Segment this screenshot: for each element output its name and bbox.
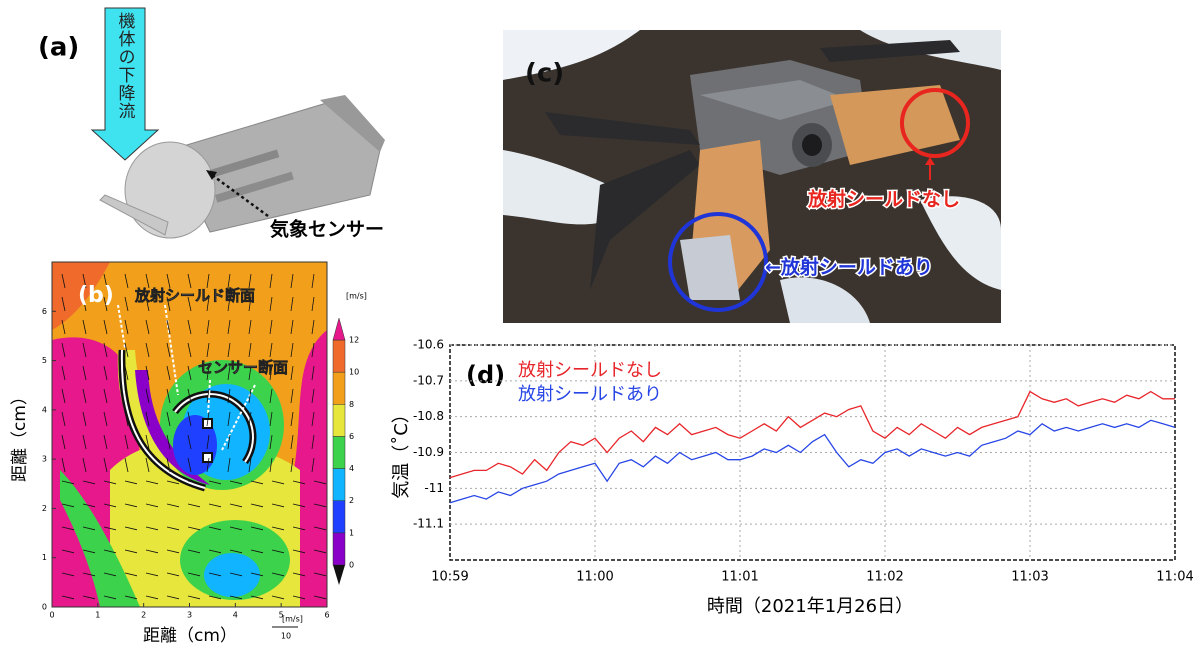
figure: (a) 気象センサー (b) 放射シールド断面 センサー断面 距離（cm） 距離… xyxy=(0,0,1197,646)
colorbar-label: [m/s] xyxy=(346,292,367,301)
annotation: 放射シールド断面 xyxy=(134,287,255,305)
x-tick-label: 11:04 xyxy=(1156,570,1193,585)
x-tick-label: 4 xyxy=(233,611,238,620)
photo-label: ←放射シールドあり xyxy=(765,256,933,279)
y-tick-label: -11 xyxy=(424,481,444,495)
y-axis-label: 距離（cm） xyxy=(10,388,30,482)
x-tick-label: 11:00 xyxy=(576,570,613,585)
y-tick-label: 5 xyxy=(42,356,47,365)
figure-canvas: (a) 気象センサー (b) 放射シールド断面 センサー断面 距離（cm） 距離… xyxy=(0,0,1197,646)
x-tick-label: 2 xyxy=(141,611,146,620)
colorbar-segment xyxy=(333,501,345,533)
y-axis-label: 気温（˚C） xyxy=(391,405,412,499)
panel-label: (c) xyxy=(525,59,564,89)
colorbar-under xyxy=(333,565,345,585)
colorbar-tick-label: 4 xyxy=(349,464,354,473)
photo-label: 放射シールドなし xyxy=(807,188,960,211)
colorbar-segment xyxy=(333,533,345,565)
colorbar-segment xyxy=(333,436,345,468)
colorbar-segment xyxy=(333,372,345,404)
colorbar-tick-label: 8 xyxy=(349,400,354,409)
colorbar-segment xyxy=(333,469,345,501)
colorbar-over xyxy=(333,318,345,340)
y-tick-label: -10.8 xyxy=(413,409,444,423)
panel-label: (b) xyxy=(78,283,114,308)
panel-label: (d) xyxy=(466,361,505,389)
colorbar-tick-label: 2 xyxy=(349,496,354,505)
legend-label: 放射シールドなし xyxy=(518,360,662,381)
x-tick-label: 11:03 xyxy=(1011,570,1048,585)
colorbar-tick-label: 0 xyxy=(349,561,354,570)
legend-label: 放射シールドあり xyxy=(518,384,662,405)
x-tick-label: 10:59 xyxy=(431,570,468,585)
series-line xyxy=(450,420,1175,502)
colorbar-tick-label: 1 xyxy=(349,528,354,537)
x-tick-label: 11:02 xyxy=(866,570,903,585)
panel-label: (a) xyxy=(38,33,79,63)
y-tick-label: 1 xyxy=(42,553,47,562)
x-axis-label: 時間（2021年1月26日） xyxy=(707,596,913,617)
colorbar-tick-label: 12 xyxy=(349,336,359,345)
y-tick-label: 3 xyxy=(42,455,47,464)
colorbar-tick-label: 6 xyxy=(349,432,354,441)
y-tick-label: 6 xyxy=(42,307,47,316)
vector-key-value: 10 xyxy=(281,632,291,641)
vector-key-label: [m/s] xyxy=(282,615,303,624)
colorbar-segment xyxy=(333,404,345,436)
y-tick-label: 4 xyxy=(42,405,47,414)
annotation: センサー断面 xyxy=(198,359,288,377)
x-tick-label: 1 xyxy=(95,611,100,620)
contour-field xyxy=(52,262,327,607)
x-tick-label: 11:01 xyxy=(721,570,758,585)
photo xyxy=(503,30,1001,323)
colorbar-tick-label: 10 xyxy=(349,368,359,377)
y-tick-label: -10.6 xyxy=(413,338,444,352)
x-tick-label: 5 xyxy=(279,611,284,620)
x-tick-label: 3 xyxy=(187,611,192,620)
x-tick-label: 6 xyxy=(324,611,329,620)
downwash-label: 機体の下降流 xyxy=(110,12,140,140)
y-tick-label: 0 xyxy=(42,603,47,612)
y-tick-label: -11.1 xyxy=(413,517,444,531)
y-tick-label: 2 xyxy=(42,504,47,513)
x-axis-label: 距離（cm） xyxy=(143,626,237,646)
y-tick-label: -10.9 xyxy=(413,445,444,459)
sensor-label: 気象センサー xyxy=(270,218,384,241)
colorbar-segment xyxy=(333,340,345,372)
y-tick-label: -10.7 xyxy=(413,373,444,387)
x-tick-label: 0 xyxy=(49,611,54,620)
